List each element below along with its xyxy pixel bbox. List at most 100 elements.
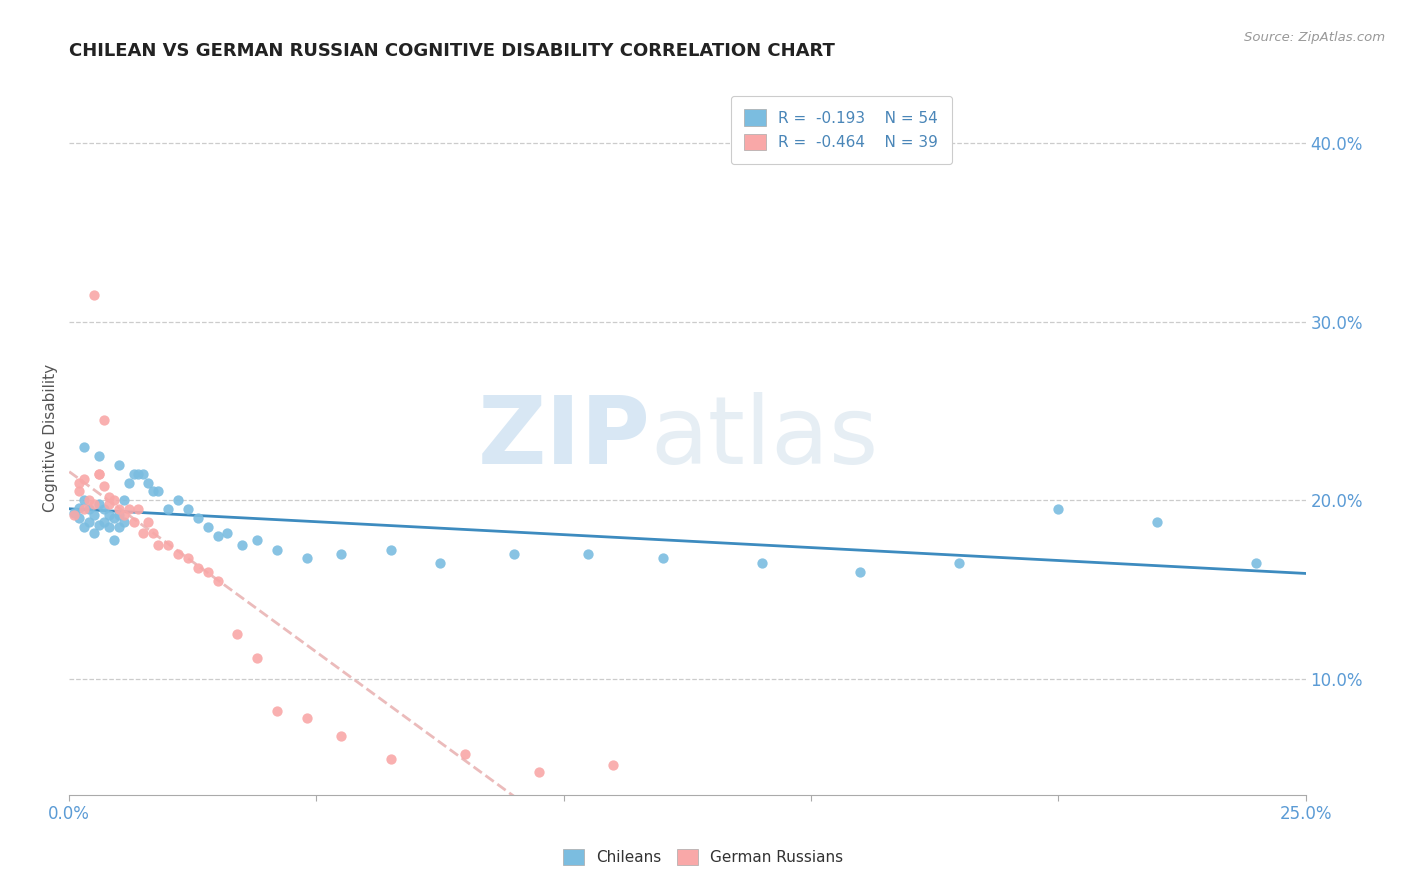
Point [849,565,872,579]
Point [67,475,90,490]
Point [87,467,110,481]
Point [122,467,145,481]
Point [142,525,165,540]
Text: atlas: atlas [651,392,879,484]
Legend: R =  -0.193    N = 54, R =  -0.464    N = 39: R = -0.193 N = 54, R = -0.464 N = 39 [731,95,952,164]
Point [197,565,219,579]
Text: Source: ZipAtlas.com: Source: ZipAtlas.com [1244,31,1385,45]
Point [1146,515,1168,529]
Point [578,547,600,561]
Point [226,627,249,641]
Point [127,502,149,516]
Point [948,556,970,570]
Point [330,729,353,743]
Point [83,288,105,302]
Point [77,515,100,529]
Point [93,479,115,493]
Point [73,440,96,454]
Point [77,502,100,516]
Point [67,500,90,515]
Point [295,711,318,725]
Point [87,518,110,533]
Point [87,497,110,511]
Point [1244,556,1267,570]
Point [73,520,96,534]
Point [122,515,145,529]
Point [330,547,353,561]
Point [97,508,120,522]
Point [148,484,170,499]
Point [127,467,149,481]
Point [83,508,105,522]
Text: CHILEAN VS GERMAN RUSSIAN COGNITIVE DISABILITY CORRELATION CHART: CHILEAN VS GERMAN RUSSIAN COGNITIVE DISA… [69,42,835,60]
Point [73,472,96,486]
Point [103,493,125,508]
Text: ZIP: ZIP [478,392,651,484]
Point [103,533,125,547]
Point [73,502,96,516]
Point [83,497,105,511]
Point [87,449,110,463]
Point [63,506,86,520]
Point [207,574,229,588]
Point [112,515,135,529]
Legend: Chileans, German Russians: Chileans, German Russians [557,843,849,871]
Point [132,525,155,540]
Point [63,508,86,522]
Point [77,493,100,508]
Point [112,508,135,522]
Point [527,764,550,779]
Point [380,543,402,558]
Point [167,547,190,561]
Point [246,650,269,665]
Point [429,556,451,570]
Point [295,550,318,565]
Point [266,543,288,558]
Point [207,529,229,543]
Point [112,493,135,508]
Point [132,467,155,481]
Point [454,747,477,761]
Point [73,493,96,508]
Point [138,515,160,529]
Point [246,533,269,547]
Point [97,520,120,534]
Point [103,511,125,525]
Point [83,525,105,540]
Point [97,497,120,511]
Point [157,538,180,552]
Point [67,511,90,525]
Point [107,520,129,534]
Point [93,413,115,427]
Point [1047,502,1070,516]
Point [217,525,239,540]
Point [266,704,288,718]
Point [187,561,209,575]
Point [197,520,219,534]
Point [751,556,773,570]
Point [93,502,115,516]
Point [148,538,170,552]
Point [177,502,200,516]
Point [107,502,129,516]
Point [167,493,190,508]
Point [177,550,200,565]
Point [67,484,90,499]
Point [187,511,209,525]
Point [93,515,115,529]
Point [142,484,165,499]
Point [87,467,110,481]
Point [380,752,402,766]
Point [107,458,129,472]
Point [97,490,120,504]
Point [138,475,160,490]
Point [231,538,253,552]
Point [651,550,673,565]
Point [107,508,129,522]
Point [117,502,139,516]
Point [503,547,526,561]
Point [602,757,624,772]
Y-axis label: Cognitive Disability: Cognitive Disability [44,364,58,512]
Point [117,475,139,490]
Point [157,502,180,516]
